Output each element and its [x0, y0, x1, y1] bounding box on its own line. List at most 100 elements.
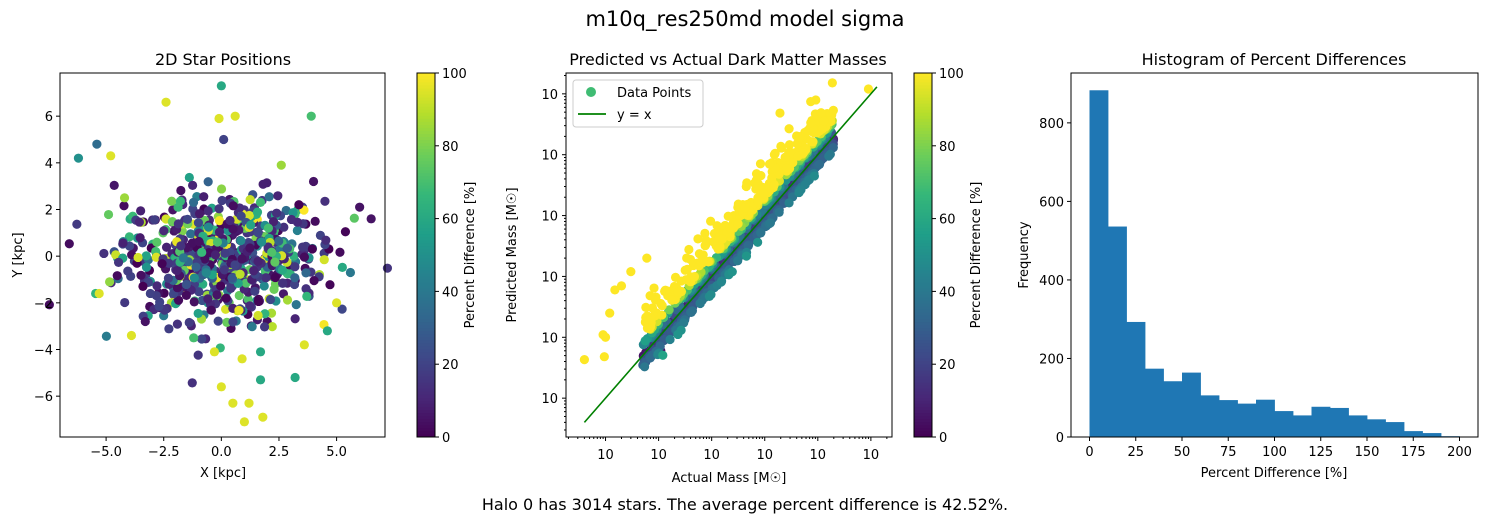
panel1-ytick-label: −6 [34, 390, 53, 405]
star-point [253, 256, 263, 266]
star-point [309, 276, 319, 286]
colorbar-segment [914, 127, 932, 131]
mass-point [765, 218, 776, 228]
colorbar-segment [417, 376, 435, 380]
star-point [235, 269, 245, 279]
colorbar-segment [914, 242, 932, 247]
star-point [282, 295, 293, 305]
mass-point [781, 163, 792, 173]
star-point [173, 202, 183, 212]
star-point [286, 214, 297, 225]
colorbar-segment [417, 245, 435, 250]
star-point [321, 235, 331, 245]
panel3-xtick-label: 25 [1127, 445, 1144, 460]
mass-point [716, 277, 726, 287]
star-point [173, 219, 183, 229]
mass-point [700, 228, 710, 238]
colorbar-segment [914, 291, 932, 295]
panel1-xlabel: X [kpc] [200, 466, 246, 481]
colorbar-tick-label: 40 [939, 285, 956, 300]
panel2-ylabel: Predicted Mass [M☉] [505, 187, 520, 322]
star-point [219, 265, 230, 275]
colorbar-segment [914, 354, 932, 359]
star-point [94, 288, 104, 299]
colorbar-segment [417, 315, 435, 319]
star-point [133, 252, 143, 263]
colorbar-segment [914, 339, 932, 344]
colorbar-segment [914, 151, 932, 156]
colorbar-segment [914, 266, 932, 271]
colorbar-segment [914, 397, 932, 401]
star-point [382, 263, 393, 273]
star-point [191, 262, 201, 272]
star-point [145, 288, 155, 299]
colorbar-segment [417, 412, 435, 417]
star-point [244, 210, 254, 221]
star-point [290, 262, 300, 272]
panel2-identity-line [583, 86, 878, 423]
panel1-points [44, 81, 393, 427]
star-point [249, 266, 259, 276]
star-point [337, 304, 347, 314]
histogram-bar [1330, 407, 1349, 437]
histogram-bar [1145, 368, 1164, 437]
colorbar-segment [417, 272, 435, 277]
star-point [161, 97, 171, 107]
star-point [270, 257, 280, 267]
panel2-ytick-label: 10 [541, 270, 558, 285]
star-point [193, 308, 203, 319]
star-point [126, 330, 137, 341]
star-point [291, 300, 301, 310]
colorbar-segment [417, 291, 435, 295]
panel1-ytick-label: 6 [45, 110, 53, 125]
colorbar-segment [914, 139, 932, 144]
mass-point [693, 234, 703, 244]
colorbar-segment [417, 415, 435, 420]
star-point [120, 297, 130, 308]
colorbar-segment [914, 215, 932, 219]
colorbar-segment [417, 157, 435, 162]
star-point [292, 225, 302, 236]
panel2-xtick-label: 10 [810, 448, 827, 463]
mass-point [673, 329, 683, 340]
mass-point [795, 132, 805, 142]
panel3-xtick-label: 200 [1447, 445, 1472, 460]
star-point [209, 347, 220, 357]
star-point [101, 331, 111, 341]
colorbar-segment [914, 306, 932, 310]
colorbar-segment [914, 84, 932, 89]
mass-point [784, 140, 795, 150]
star-point [187, 378, 197, 388]
mass-point [788, 158, 798, 168]
mass-point [809, 171, 819, 181]
colorbar-segment [914, 254, 932, 259]
star-point [290, 314, 300, 324]
mass-point [784, 198, 794, 208]
colorbar-segment [417, 285, 435, 289]
colorbar-segment [417, 251, 435, 256]
mass-point [645, 291, 655, 301]
histogram-bar [1348, 415, 1368, 437]
colorbar-segment [914, 330, 932, 335]
colorbar-segment [417, 394, 435, 398]
legend-label-points: Data Points [617, 86, 691, 101]
star-point [184, 172, 194, 183]
star-point [277, 265, 288, 275]
star-point [214, 216, 225, 226]
star-point [320, 196, 330, 206]
colorbar-segment [914, 369, 932, 374]
colorbar-segment [914, 163, 932, 168]
panel2-ytick-label: 10 [541, 392, 558, 407]
mass-point [806, 118, 816, 128]
star-point [270, 272, 280, 283]
panel1-xtick-label: 2.5 [269, 445, 290, 460]
figure-footer: Halo 0 has 3014 stars. The average perce… [482, 495, 1008, 514]
colorbar-segment [417, 78, 435, 83]
colorbar-segment [417, 278, 435, 283]
panel2-yticks: 10 10 10 10 10 10 [541, 75, 566, 431]
mass-point [656, 298, 666, 309]
star-point [257, 237, 267, 247]
mass-point [646, 314, 657, 324]
colorbar-segment [417, 127, 435, 131]
